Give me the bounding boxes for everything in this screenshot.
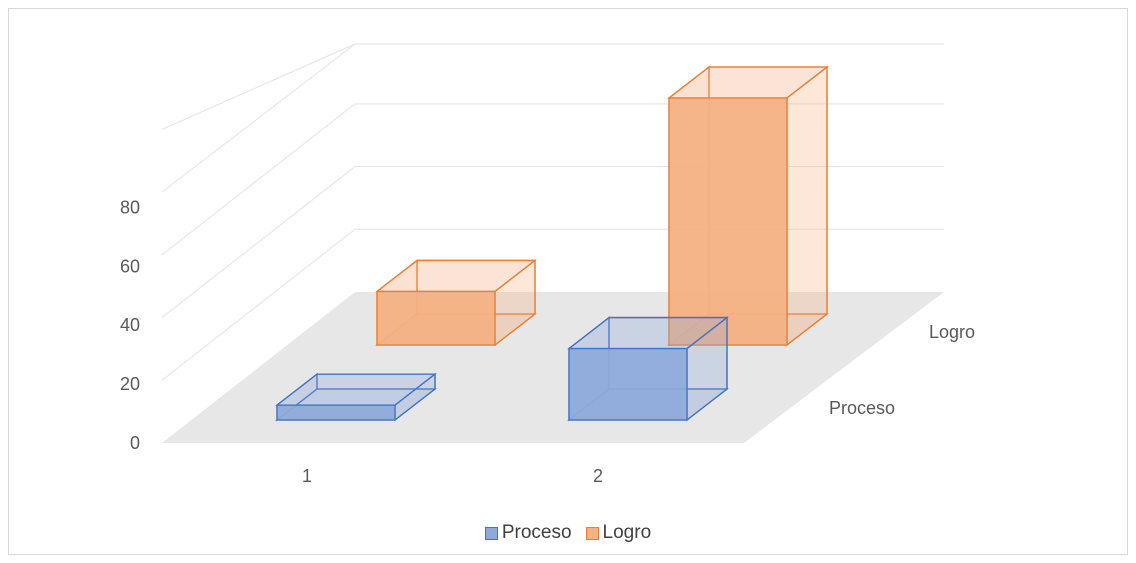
y-tick-label: 0: [130, 433, 140, 453]
legend-label-logro: Logro: [602, 522, 652, 543]
bar-logro-2-right-face: [786, 65, 828, 347]
legend-label-proceso: Proceso: [501, 522, 572, 543]
legend: Proceso Logro: [0, 520, 1136, 546]
x-category-label: 1: [302, 466, 312, 486]
legend-item-proceso: Proceso: [484, 522, 572, 544]
legend-swatch-proceso: [484, 526, 498, 540]
chart-area: [8, 8, 1128, 555]
bar-proceso-1: [276, 404, 396, 421]
legend-item-logro: Logro: [585, 522, 652, 544]
depth-axis-label: Logro: [929, 322, 975, 342]
bar-logro-2: [668, 97, 788, 346]
bar-logro-1: [376, 290, 496, 346]
gridline-side: [161, 43, 356, 130]
y-tick-label: 80: [120, 197, 140, 217]
legend-swatch-logro: [585, 526, 599, 540]
gridline-side: [161, 103, 356, 256]
depth-axis-label: Proceso: [829, 398, 895, 418]
gridline-side: [161, 43, 356, 193]
bar-proceso-2: [568, 347, 688, 421]
y-tick-label: 40: [120, 315, 140, 335]
x-category-label: 2: [593, 466, 603, 486]
y-tick-label: 60: [120, 256, 140, 276]
y-tick-label: 20: [120, 374, 140, 394]
gridline-side: [161, 228, 356, 381]
gridline-side: [161, 166, 356, 318]
